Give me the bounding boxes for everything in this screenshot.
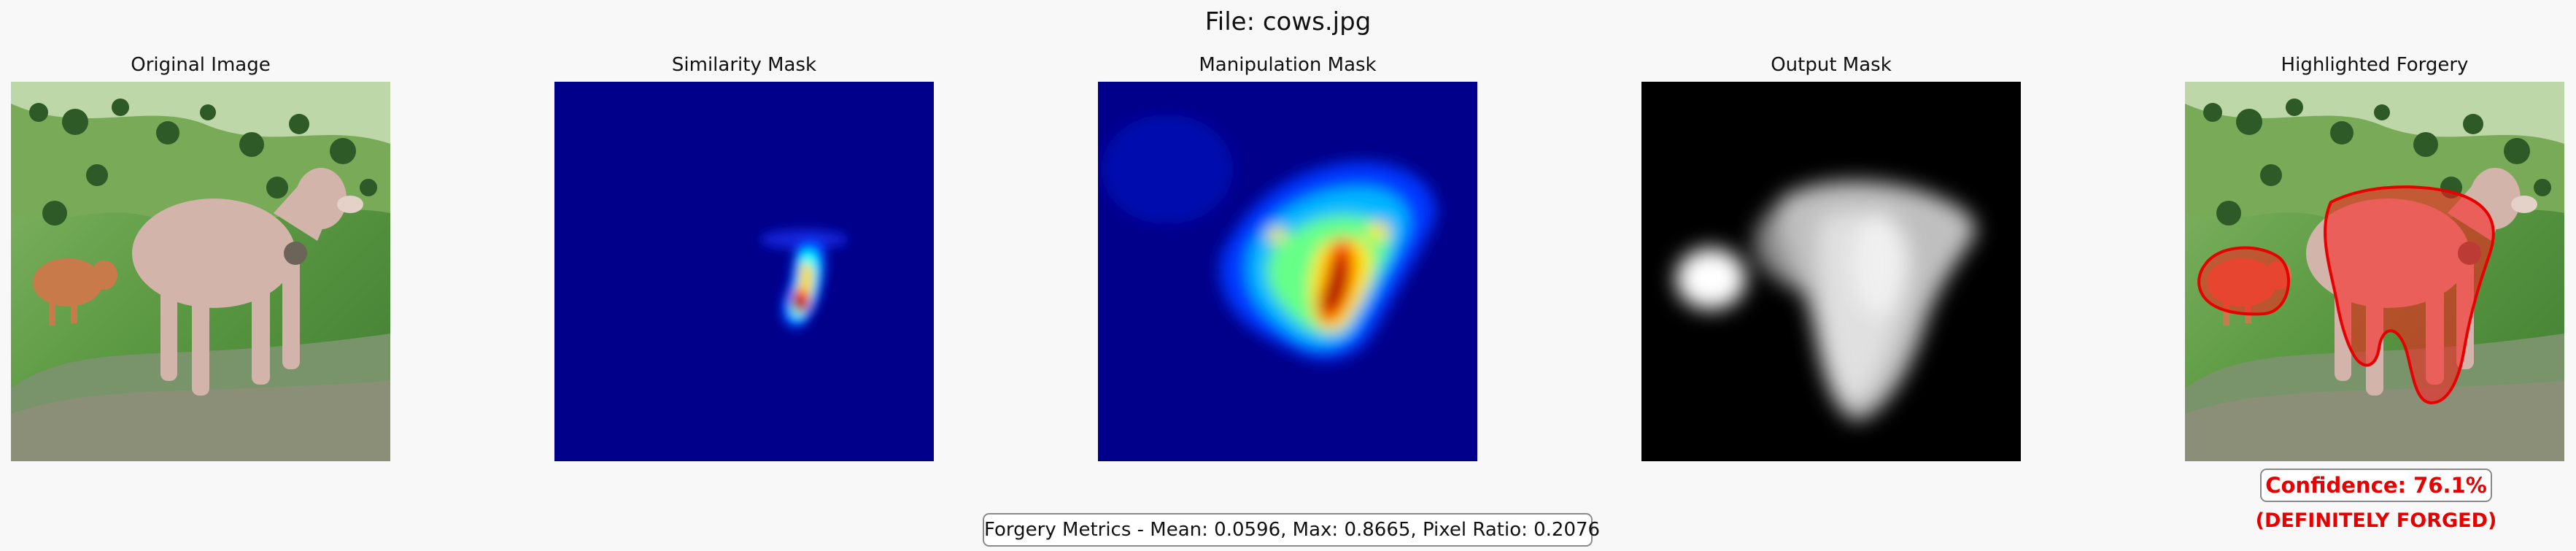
manipulation-mask (1098, 82, 1477, 461)
similarity-mask-title: Similarity Mask (671, 54, 817, 76)
original-image-title: Original Image (131, 54, 271, 76)
figure-title: File: cows.jpg (1204, 7, 1372, 36)
output-mask (1641, 82, 2021, 461)
highlighted-forgery (2185, 82, 2564, 461)
forgery-metrics-box: Forgery Metrics - Mean: 0.0596, Max: 0.8… (983, 513, 1600, 547)
confidence-badge: Confidence: 76.1% (2260, 469, 2492, 502)
original-image (11, 82, 390, 461)
similarity-mask (554, 82, 934, 461)
manipulation-mask-title: Manipulation Mask (1199, 54, 1377, 76)
output-mask-title: Output Mask (1771, 54, 1892, 76)
forgery-verdict: (DEFINITELY FORGED) (2255, 509, 2497, 532)
highlighted-forgery-title: Highlighted Forgery (2281, 54, 2469, 76)
